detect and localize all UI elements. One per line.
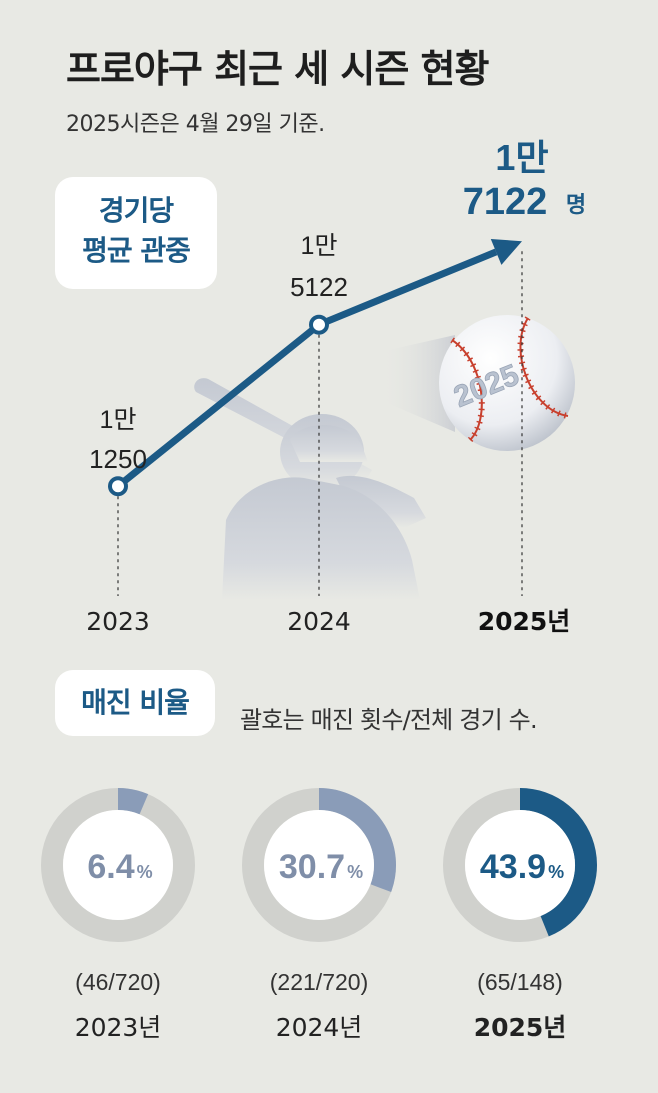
donut-percent-unit-2: % bbox=[548, 862, 564, 882]
donut-percent-1: 30.7% bbox=[279, 848, 363, 886]
value-label-0-line2: 1250 bbox=[89, 444, 147, 474]
data-point-0 bbox=[108, 476, 128, 497]
page-title: 프로야구 최근 세 시즌 현황 bbox=[66, 47, 489, 91]
donut-percent-unit-1: % bbox=[347, 862, 363, 882]
value-label-2-unit: 명 bbox=[566, 193, 586, 218]
donut-year-2: 2025년 bbox=[474, 1013, 567, 1042]
page-subtitle: 2025시즌은 4월 29일 기준. bbox=[66, 112, 325, 137]
sellout-label: 매진 비율 bbox=[81, 686, 190, 719]
value-label-1-line1: 1만 bbox=[301, 232, 338, 260]
value-label-1-line2: 5122 bbox=[290, 272, 348, 302]
donut-year-1: 2024년 bbox=[276, 1013, 363, 1042]
value-label-2-line2: 7122 bbox=[463, 181, 548, 223]
donut-percent-2: 43.9% bbox=[480, 848, 564, 886]
donut-center-1 bbox=[264, 810, 374, 920]
donut-percent-0: 6.4% bbox=[87, 848, 152, 886]
donut-count-0: (46/720) bbox=[75, 969, 161, 995]
data-point-1 bbox=[309, 314, 329, 335]
x-tick-label-2: 2025년 bbox=[478, 607, 571, 636]
attendance-label-box: 경기당 평균 관중 bbox=[55, 177, 217, 289]
batter-silhouette bbox=[194, 378, 426, 600]
donut-percent-unit-0: % bbox=[137, 862, 153, 882]
attendance-label-line2: 평균 관중 bbox=[82, 234, 191, 267]
x-tick-label-0: 2023 bbox=[86, 607, 150, 636]
donut-segment-1 bbox=[318, 788, 396, 892]
donut-center-2 bbox=[465, 810, 575, 920]
value-label-2-line1: 1만 bbox=[495, 137, 548, 178]
donut-segment-0 bbox=[117, 788, 149, 815]
donut-year-0: 2023년 bbox=[75, 1013, 162, 1042]
baseball-illustration: 2025 bbox=[380, 315, 575, 451]
sellout-note: 괄호는 매진 횟수/전체 경기 수. bbox=[240, 706, 538, 734]
attendance-arrow-head bbox=[490, 238, 522, 265]
value-label-0-line1: 1만 bbox=[100, 406, 137, 434]
donut-percent-value-0: 6.4 bbox=[87, 848, 134, 886]
donut-center-0 bbox=[63, 810, 173, 920]
donut-segment-2 bbox=[519, 788, 597, 937]
attendance-label-line1: 경기당 bbox=[98, 194, 174, 227]
donut-percent-value-1: 30.7 bbox=[279, 848, 345, 886]
donut-count-1: (221/720) bbox=[270, 969, 368, 995]
x-tick-label-1: 2024 bbox=[287, 607, 351, 636]
donut-percent-value-2: 43.9 bbox=[480, 848, 546, 886]
donut-count-2: (65/148) bbox=[477, 969, 563, 995]
sellout-label-box: 매진 비율 bbox=[55, 670, 215, 736]
